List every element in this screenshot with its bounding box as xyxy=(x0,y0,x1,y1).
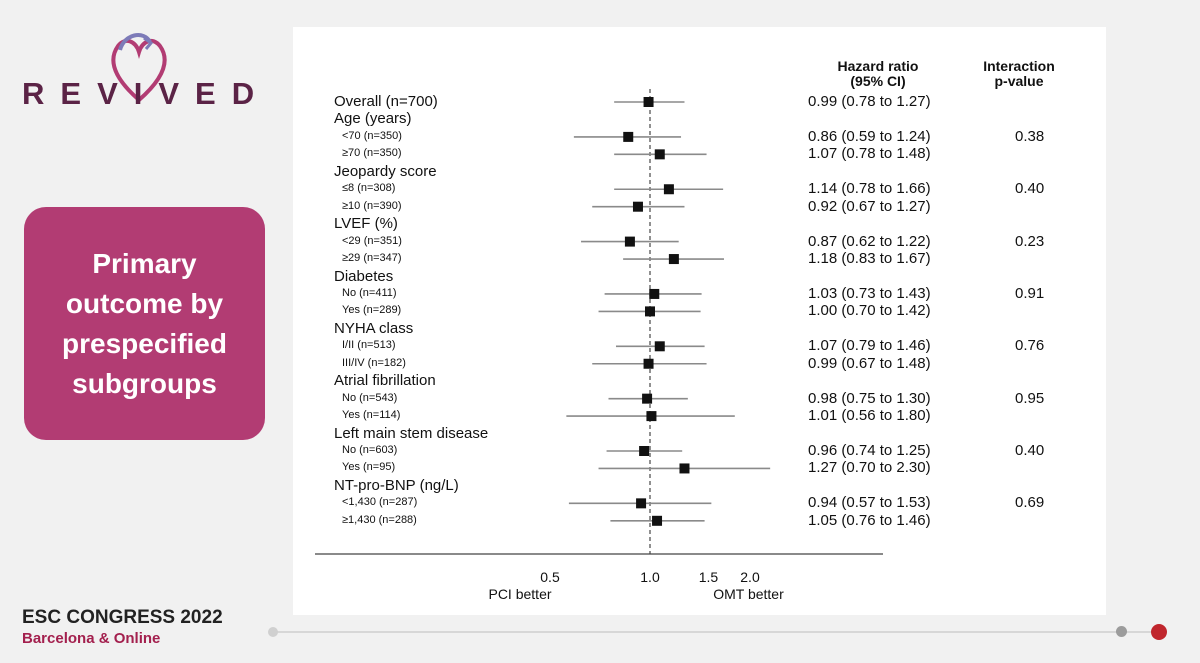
hr-marker xyxy=(646,411,657,422)
subgroup-label: No (n=411) xyxy=(342,286,397,299)
hr-marker xyxy=(643,358,654,369)
hr-marker xyxy=(654,149,665,160)
x-tick-label: 1.5 xyxy=(699,569,719,585)
interaction-pvalue: 0.91 xyxy=(1015,284,1045,302)
congress-subtitle: Barcelona & Online xyxy=(22,630,161,647)
interaction-pvalue: 0.40 xyxy=(1015,180,1045,198)
hr-marker xyxy=(642,393,653,404)
forest-plot-panel: 0.5 1.0 1.5 2.0 PCI better OMT better Hazard … xyxy=(293,27,1106,615)
slide-progress-track xyxy=(272,631,1167,633)
hazard-ratio-value: 1.03 (0.73 to 1.43) xyxy=(808,284,931,302)
hazard-ratio-value: 0.99 (0.67 to 1.48) xyxy=(808,354,931,372)
congress-title: ESC CONGRESS 2022 xyxy=(22,607,223,628)
hazard-ratio-value: 1.07 (0.78 to 1.48) xyxy=(808,145,931,163)
interaction-pvalue: 0.95 xyxy=(1015,389,1045,407)
interaction-pvalue: 0.76 xyxy=(1015,337,1045,355)
group-label: Diabetes xyxy=(334,267,394,285)
hr-marker xyxy=(668,254,679,265)
hazard-ratio-value: 1.01 (0.56 to 1.80) xyxy=(808,407,931,425)
x-left-label: PCI better xyxy=(488,586,551,602)
progress-start-dot xyxy=(268,627,278,637)
group-label: NYHA class xyxy=(334,319,414,337)
subgroup-label: ≥70 (n=350) xyxy=(342,147,402,160)
subgroup-label: Yes (n=289) xyxy=(342,304,402,317)
subgroup-label: I/II (n=513) xyxy=(342,339,396,352)
subgroup-label: Yes (n=114) xyxy=(342,409,401,422)
hazard-ratio-value: 0.87 (0.62 to 1.22) xyxy=(808,232,931,250)
group-label: LVEF (%) xyxy=(334,215,398,233)
hr-marker xyxy=(643,97,654,107)
hr-marker xyxy=(679,463,690,474)
x-right-label: OMT better xyxy=(713,586,784,602)
group-label: Jeopardy score xyxy=(334,162,437,180)
hazard-ratio-value: 1.14 (0.78 to 1.66) xyxy=(808,180,931,198)
hr-marker xyxy=(623,131,634,142)
group-label: Atrial fibrillation xyxy=(334,372,436,390)
subgroup-label: <1,430 (n=287) xyxy=(342,496,418,509)
hazard-ratio-value: 0.98 (0.75 to 1.30) xyxy=(808,389,931,407)
heart-logo-icon xyxy=(111,33,167,103)
x-tick-label: 1.0 xyxy=(640,569,660,585)
hazard-ratio-value: 0.86 (0.59 to 1.24) xyxy=(808,127,931,145)
subgroup-label: No (n=543) xyxy=(342,391,398,404)
hr-marker xyxy=(624,236,635,247)
subgroup-label: ≥1,430 (n=288) xyxy=(342,513,417,526)
hazard-ratio-value: 1.27 (0.70 to 2.30) xyxy=(808,459,931,477)
hazard-ratio-value: 1.05 (0.76 to 1.46) xyxy=(808,511,931,529)
subgroup-label: ≥10 (n=390) xyxy=(342,199,402,212)
interaction-pvalue-header: Interaction p-value xyxy=(983,58,1055,89)
hr-marker xyxy=(639,446,650,456)
hr-marker xyxy=(652,515,663,526)
progress-current-dot[interactable] xyxy=(1151,624,1167,640)
hazard-ratio-value: 1.18 (0.83 to 1.67) xyxy=(808,250,931,268)
hr-marker xyxy=(649,288,660,299)
subgroup-title-panel: Primary outcome by prespecified subgroup… xyxy=(24,207,265,440)
subgroup-label: <29 (n=351) xyxy=(342,234,402,247)
progress-marker-dot[interactable] xyxy=(1116,626,1127,637)
subgroup-label: III/IV (n=182) xyxy=(342,356,406,369)
group-label: Left main stem disease xyxy=(334,424,489,442)
hazard-ratio-value: 0.94 (0.57 to 1.53) xyxy=(808,494,931,512)
hr-marker xyxy=(654,341,665,352)
subgroup-label: Yes (n=95) xyxy=(342,461,396,474)
hr-marker xyxy=(645,306,655,317)
subgroup-label: ≥29 (n=347) xyxy=(342,252,402,265)
subgroup-label: No (n=603) xyxy=(342,444,398,456)
logo-text: REVIVED xyxy=(22,76,271,111)
hazard-ratio-value: 0.92 (0.67 to 1.27) xyxy=(808,197,931,215)
revived-logo: REVIVED xyxy=(22,20,282,111)
interaction-pvalue: 0.23 xyxy=(1015,232,1045,250)
subgroup-label: ≤8 (n=308) xyxy=(342,182,396,195)
x-tick-label: 2.0 xyxy=(740,569,760,585)
hr-marker xyxy=(632,201,643,212)
subgroup-title-text: Primary outcome by prespecified subgroup… xyxy=(62,247,227,399)
subgroup-label: <70 (n=350) xyxy=(342,129,402,142)
interaction-pvalue: 0.38 xyxy=(1015,127,1045,145)
group-label: NT-pro-BNP (ng/L) xyxy=(334,476,459,494)
hr-marker xyxy=(636,498,647,509)
forest-plot: 0.5 1.0 1.5 2.0 PCI better OMT better xyxy=(315,89,883,602)
hazard-ratio-value: 1.00 (0.70 to 1.42) xyxy=(808,302,931,320)
hazard-ratio-value: 1.07 (0.79 to 1.46) xyxy=(808,337,931,355)
group-label: Overall (n=700) xyxy=(334,93,438,110)
hr-marker xyxy=(663,184,674,195)
interaction-pvalue: 0.40 xyxy=(1015,442,1045,459)
x-tick-label: 0.5 xyxy=(540,569,560,585)
hazard-ratio-value: 0.99 (0.78 to 1.27) xyxy=(808,93,931,110)
interaction-pvalue: 0.69 xyxy=(1015,494,1045,512)
group-label: Age (years) xyxy=(334,110,412,128)
hazard-ratio-header: Hazard ratio (95% CI) xyxy=(837,58,919,89)
hazard-ratio-value: 0.96 (0.74 to 1.25) xyxy=(808,442,931,459)
